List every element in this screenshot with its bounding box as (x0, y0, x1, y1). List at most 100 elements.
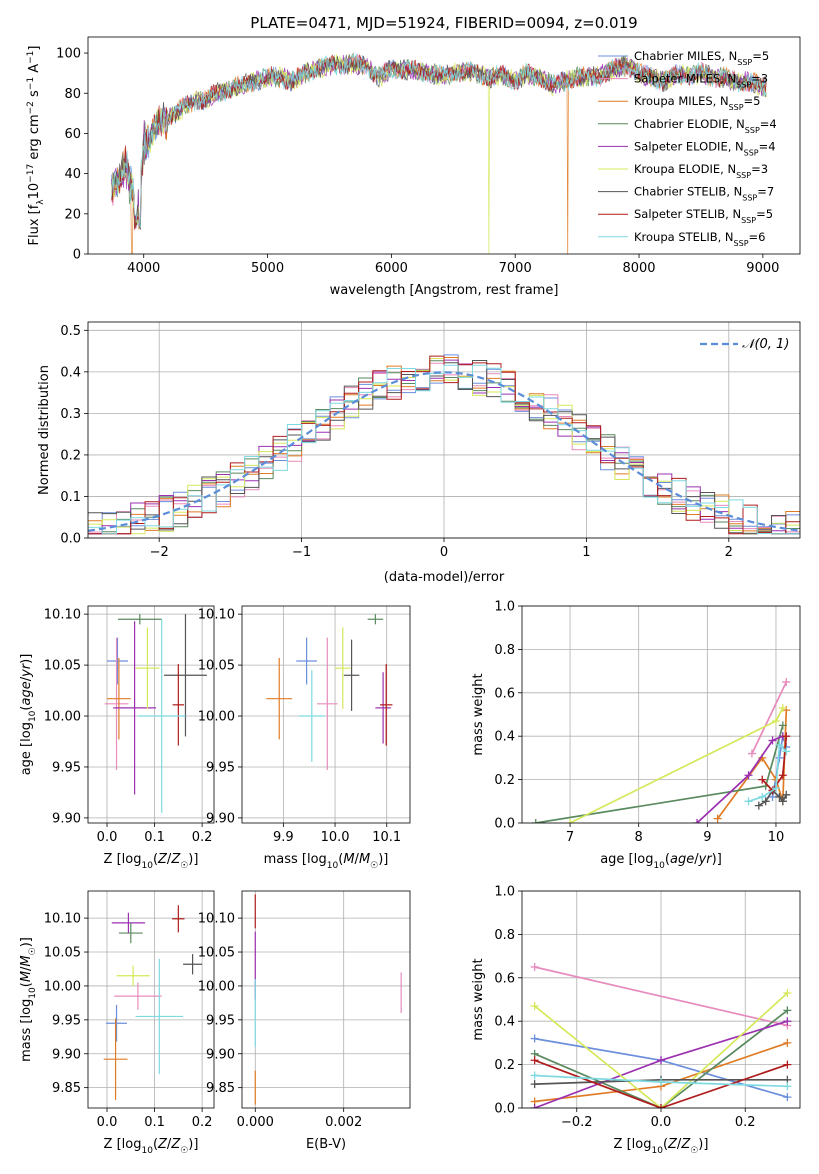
label-part: ( (338, 852, 343, 867)
label-part: 10 (141, 861, 153, 871)
label-part: / (694, 852, 699, 867)
label-part: s (27, 90, 42, 101)
y-tick-label: 9.90 (206, 811, 235, 826)
axes-frame (87, 321, 801, 539)
x-tick-label: 1 (582, 545, 590, 560)
y-tick-label: 10.05 (198, 659, 235, 674)
label-part: / (677, 1137, 682, 1152)
weight-line-salpeter-stelib (761, 736, 788, 792)
label-part: ( (663, 1137, 668, 1152)
x-tick-label: 7 (566, 830, 574, 845)
legend-label: Kroupa MILES, NSSP=5 (634, 94, 760, 112)
legend-label-main: Kroupa STELIB, N (634, 230, 734, 244)
errorbars (104, 614, 207, 813)
y-tick-label: 0.0 (60, 532, 81, 547)
y-tick-label: 40 (64, 167, 81, 182)
y-tick-label: 0.8 (494, 928, 515, 943)
label-part: mass [log (19, 999, 34, 1062)
weight-line-salpeter-elodie (696, 735, 784, 823)
x-tick-label: −2 (150, 545, 169, 560)
y-tick-label: 1.0 (494, 885, 515, 900)
y-tick-label: 1.0 (494, 600, 515, 615)
x-tick-label: −1 (292, 545, 311, 560)
legend-label-n: =5 (756, 207, 773, 221)
label-part: 10 (28, 987, 38, 999)
legend-label-n: =6 (749, 230, 766, 244)
axes-frame (521, 890, 801, 1109)
label-part: )] (698, 1137, 708, 1152)
x-tick-label: 0.000 (237, 1115, 274, 1130)
x-tick-label: 0.2 (735, 1115, 756, 1130)
label-part: )] (19, 654, 34, 664)
legend-label-n: =3 (751, 162, 768, 176)
legend-label: Salpeter MILES, NSSP=3 (634, 72, 768, 90)
weight-marker (530, 962, 539, 971)
errorbars (103, 905, 203, 1100)
label-part: Z (170, 1137, 181, 1152)
y-tick-label: 0.2 (60, 448, 81, 463)
label-part: )] (188, 1137, 198, 1152)
legend-label: 𝒩(0, 1) (742, 337, 789, 352)
label-part: ( (19, 982, 34, 987)
x-tick-label: −0.2 (561, 1115, 593, 1130)
legend-label: Kroupa ELODIE, NSSP=3 (634, 162, 768, 180)
x-tick-label: 0 (440, 545, 448, 560)
weight-marker (778, 797, 787, 806)
weight-marker (531, 819, 540, 823)
x-axis-label: mass [log10(M/M☉)] (264, 852, 389, 871)
label-part: Z [log (614, 1137, 652, 1152)
y-tick-label: 10.00 (198, 979, 235, 994)
y-axis-label: Flux [fλ10−17 erg cm−2 s−1 A−1] (26, 46, 46, 246)
y-tick-label: 10.10 (198, 608, 235, 623)
x-axis-label: wavelength [Angstrom, rest frame] (330, 283, 559, 298)
legend: 𝒩(0, 1) (700, 337, 789, 352)
legend-label-main: Chabrier MILES, N (634, 49, 737, 63)
x-tick-label: 6000 (375, 261, 408, 276)
legend-label-sub: SSP (742, 193, 757, 202)
errorbars (266, 614, 393, 771)
mass_vs_ebv-panel: 0.000 0.002 9.85 9.90 9.95 10.00 10.05 10.10 (198, 890, 411, 1130)
weight-marker (771, 717, 780, 726)
legend-label-main: Salpeter ELODIE, N (634, 139, 744, 153)
x-axis-label: E(B-V) (306, 1137, 346, 1152)
label-part: / (167, 852, 172, 867)
legend-label-sub: SSP (736, 171, 751, 180)
legend-label-sub: SSP (745, 125, 760, 134)
label-part: age (670, 852, 694, 867)
legend-label-main: Kroupa ELODIE, N (634, 162, 736, 176)
weight-marker (783, 1093, 792, 1102)
legend-label-sub: SSP (737, 58, 752, 67)
normal-curve (88, 371, 800, 532)
label-part: ] (27, 46, 42, 51)
legend-label-sub: SSP (741, 216, 756, 225)
x-tick-label: 10.0 (321, 830, 350, 845)
weight-line-chabrier-elodie (535, 725, 784, 823)
x-tick-label: 8000 (622, 261, 655, 276)
label-part: age [log (600, 852, 653, 867)
x-tick-label: 0.1 (144, 830, 165, 845)
legend-label: Salpeter ELODIE, NSSP=4 (634, 139, 776, 157)
label-part: −2 (26, 101, 36, 114)
x-axis-label: Z [log10(Z/Z☉)] (104, 852, 199, 871)
legend-label-n: =5 (744, 94, 761, 108)
spectrum-panel: 4000 5000 6000 7000 8000 9000 0 20 40 60 80 100 PLAT… (26, 14, 801, 298)
y-tick-label: 0.5 (60, 324, 81, 339)
y-axis-label: Normed distribution (37, 365, 52, 495)
y-tick-label: 0 (73, 248, 81, 263)
weight-marker (778, 771, 787, 780)
label-part: 10 (327, 861, 339, 871)
y-tick-label: 9.85 (206, 1081, 235, 1096)
label-part: erg cm (27, 114, 42, 163)
x-tick-label: 9.9 (273, 830, 294, 845)
y-tick-label: 10.05 (44, 946, 81, 961)
y-tick-label: 0.0 (494, 1102, 515, 1117)
x-tick-label: 8 (635, 830, 643, 845)
x-tick-label: 5000 (251, 261, 284, 276)
weight-marker (771, 784, 780, 793)
weight-marker (778, 703, 787, 712)
weight-marker (754, 801, 763, 810)
legend-label-main: Chabrier ELODIE, N (634, 117, 745, 131)
weight-marker (657, 1056, 665, 1065)
x-tick-label: 2 (725, 545, 733, 560)
weight-marker (530, 1071, 539, 1080)
